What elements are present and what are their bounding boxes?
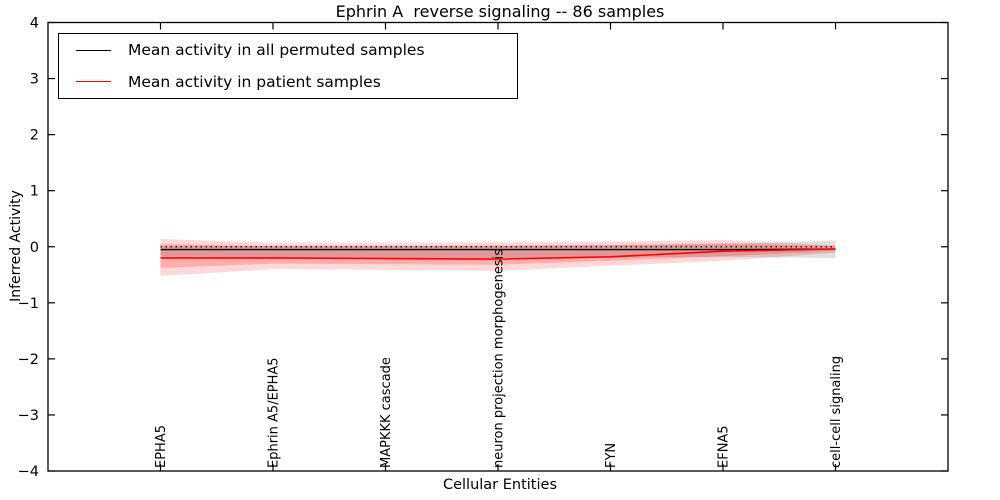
y-tick-label: −2 xyxy=(18,352,39,368)
y-tick-label: 4 xyxy=(30,16,39,32)
legend: Mean activity in all permuted samples Me… xyxy=(58,33,518,99)
legend-label-permuted: Mean activity in all permuted samples xyxy=(128,41,425,60)
patient-line-swatch xyxy=(76,81,111,83)
x-tick-label: Ephrin A5/EPHA5 xyxy=(267,357,282,468)
patient-mean-line xyxy=(160,248,836,260)
x-tick-label: FYN xyxy=(604,443,619,468)
y-axis-label: Inferred Activity xyxy=(8,190,24,302)
y-tick-label: 1 xyxy=(30,184,39,200)
y-tick-label: −3 xyxy=(18,408,39,424)
legend-item-permuted: Mean activity in all permuted samples xyxy=(59,35,517,65)
chart-title: Ephrin A reverse signaling -- 86 samples xyxy=(335,2,665,21)
y-tick-label: 2 xyxy=(30,128,39,144)
permuted-line-swatch xyxy=(76,49,111,51)
legend-item-patient: Mean activity in patient samples xyxy=(59,67,517,97)
x-tick-label: cell-cell signaling xyxy=(829,356,844,468)
x-tick-label: EPHA5 xyxy=(154,425,169,468)
y-tick-label: 3 xyxy=(30,72,39,88)
y-tick-label: −1 xyxy=(18,296,39,312)
x-tick-label: neuron projection morphogenesis xyxy=(492,249,507,468)
x-axis-label: Cellular Entities xyxy=(442,477,558,493)
y-tick-label: 0 xyxy=(30,240,39,256)
permuted-mean-line xyxy=(160,248,836,251)
patient-band-outer xyxy=(160,238,836,276)
legend-label-patient: Mean activity in patient samples xyxy=(128,72,381,91)
x-tick-label: MAPKKK cascade xyxy=(379,357,394,468)
y-tick-label: −4 xyxy=(18,464,39,480)
x-tick-label: EFNA5 xyxy=(717,425,732,468)
